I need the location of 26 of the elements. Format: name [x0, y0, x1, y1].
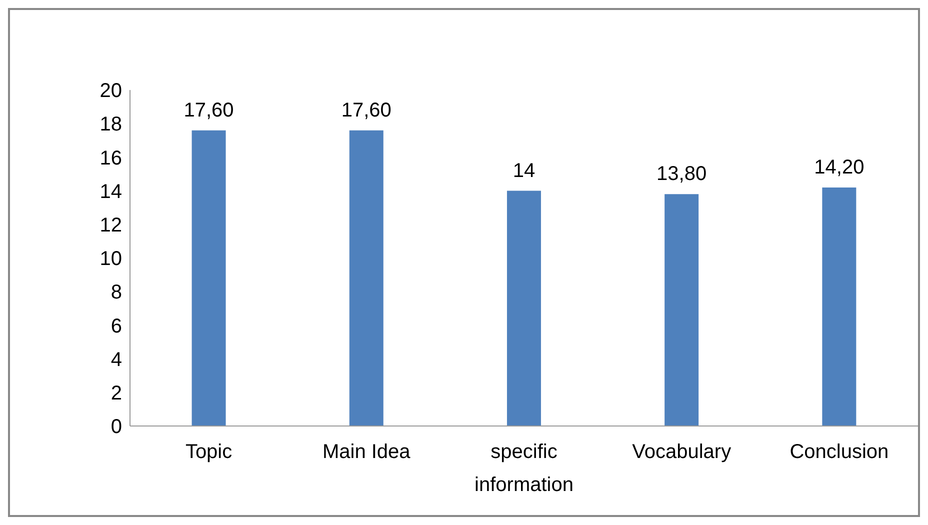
x-tick-label: Main Idea — [322, 441, 412, 463]
y-tick-label: 18 — [100, 114, 122, 136]
x-tick-label: Topic — [185, 441, 232, 463]
x-tick-label: Conclusion — [790, 441, 889, 463]
y-tick-label: 8 — [110, 282, 122, 304]
y-tick-label: 6 — [110, 315, 122, 338]
data-label: 14,20 — [814, 156, 864, 178]
y-tick-label: 0 — [110, 416, 122, 438]
y-tick-label: 4 — [110, 348, 122, 371]
bar — [349, 130, 384, 426]
y-tick-label: 14 — [100, 180, 122, 203]
bar — [192, 130, 226, 426]
y-tick-label: 16 — [100, 147, 122, 170]
bar — [664, 194, 699, 426]
x-tick-label: specific information — [474, 441, 574, 496]
y-tick-label: 2 — [110, 382, 122, 404]
data-label: 14 — [512, 160, 536, 182]
bar — [506, 190, 541, 426]
x-tick-label: Vocabulary — [632, 441, 732, 463]
bar — [822, 187, 856, 426]
y-tick-label: 12 — [100, 214, 122, 236]
y-tick-label: 10 — [100, 248, 122, 270]
y-tick-label: 20 — [100, 80, 122, 102]
data-label: 17,60 — [341, 99, 392, 122]
data-label: 13,80 — [656, 163, 707, 186]
data-label: 17,60 — [184, 99, 234, 122]
